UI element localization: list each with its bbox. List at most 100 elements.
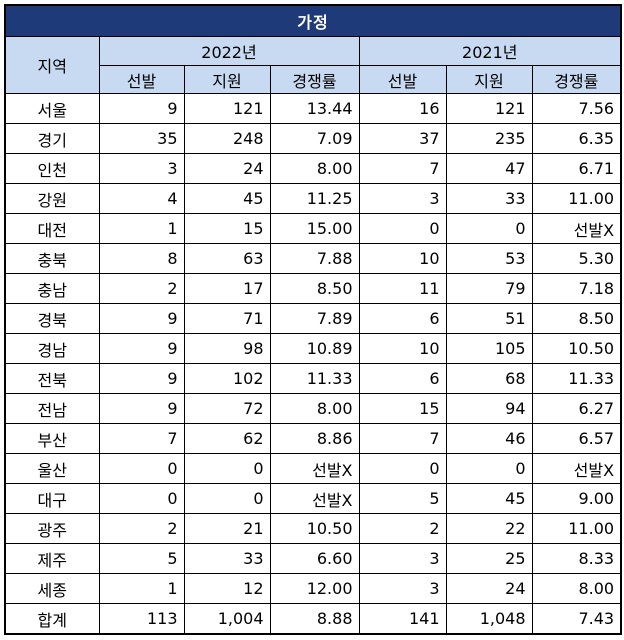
applied-cell-y2021: 0 xyxy=(445,453,533,484)
ratio-cell-y2022: 8.50 xyxy=(269,273,360,304)
selected-cell-y2021: 7 xyxy=(358,423,447,454)
region-cell: 세종 xyxy=(4,573,100,604)
selected-cell-y2021: 10 xyxy=(358,243,447,274)
applied-cell-y2022: 33 xyxy=(183,543,271,574)
table-row: 서울 9 121 13.44 16 121 7.56 xyxy=(4,93,622,124)
selected-cell-y2021: 7 xyxy=(358,153,447,184)
ratio-cell-y2022: 7.88 xyxy=(269,243,360,274)
ratio-header-2022: 경쟁률 xyxy=(269,65,360,94)
ratio-cell-y2022: 8.00 xyxy=(269,153,360,184)
selected-cell-y2022: 0 xyxy=(98,453,185,484)
ratio-cell-y2022: 선발X xyxy=(269,453,360,484)
ratio-cell-y2022: 13.44 xyxy=(269,93,360,124)
ratio-cell-y2021: 10.50 xyxy=(531,333,622,364)
ratio-header-2021: 경쟁률 xyxy=(531,65,622,94)
ratio-cell-y2022: 10.89 xyxy=(269,333,360,364)
ratio-cell-y2021: 9.00 xyxy=(531,483,622,514)
selected-cell-y2022: 5 xyxy=(98,543,185,574)
ratio-cell-y2022: 8.88 xyxy=(269,603,360,635)
table-title: 가정 xyxy=(4,4,622,37)
selected-cell-y2021: 141 xyxy=(358,603,447,635)
ratio-cell-y2021: 5.30 xyxy=(531,243,622,274)
applied-cell-y2021: 22 xyxy=(445,513,533,544)
applied-cell-y2021: 46 xyxy=(445,423,533,454)
region-cell: 경북 xyxy=(4,303,100,334)
table-row: 강원 4 45 11.25 3 33 11.00 xyxy=(4,183,622,214)
applied-cell-y2022: 1,004 xyxy=(183,603,271,635)
selected-cell-y2022: 7 xyxy=(98,423,185,454)
applied-cell-y2022: 62 xyxy=(183,423,271,454)
selected-cell-y2022: 9 xyxy=(98,93,185,124)
ratio-cell-y2021: 선발X xyxy=(531,453,622,484)
ratio-cell-y2021: 7.43 xyxy=(531,603,622,635)
ratio-cell-y2021: 11.00 xyxy=(531,183,622,214)
applied-cell-y2022: 63 xyxy=(183,243,271,274)
table-row: 충북 8 63 7.88 10 53 5.30 xyxy=(4,243,622,274)
applied-cell-y2021: 94 xyxy=(445,393,533,424)
selected-cell-y2021: 3 xyxy=(358,543,447,574)
selected-cell-y2022: 2 xyxy=(98,273,185,304)
region-cell: 대구 xyxy=(4,483,100,514)
applied-cell-y2021: 53 xyxy=(445,243,533,274)
table-row: 경북 9 71 7.89 6 51 8.50 xyxy=(4,303,622,334)
applied-cell-y2022: 121 xyxy=(183,93,271,124)
applied-cell-y2021: 0 xyxy=(445,213,533,244)
applied-header-2021: 지원 xyxy=(445,65,533,94)
selected-cell-y2021: 37 xyxy=(358,123,447,154)
ratio-cell-y2022: 12.00 xyxy=(269,573,360,604)
selected-cell-y2022: 113 xyxy=(98,603,185,635)
selected-cell-y2022: 0 xyxy=(98,483,185,514)
table-row: 제주 5 33 6.60 3 25 8.33 xyxy=(4,543,622,574)
selected-cell-y2021: 6 xyxy=(358,303,447,334)
ratio-cell-y2022: 7.89 xyxy=(269,303,360,334)
applied-header-2022: 지원 xyxy=(183,65,271,94)
selected-cell-y2022: 4 xyxy=(98,183,185,214)
applied-cell-y2022: 71 xyxy=(183,303,271,334)
region-cell: 강원 xyxy=(4,183,100,214)
ratio-cell-y2021: 6.35 xyxy=(531,123,622,154)
applied-cell-y2021: 121 xyxy=(445,93,533,124)
applied-cell-y2022: 15 xyxy=(183,213,271,244)
ratio-cell-y2022: 7.09 xyxy=(269,123,360,154)
selected-cell-y2021: 0 xyxy=(358,213,447,244)
applied-cell-y2022: 72 xyxy=(183,393,271,424)
table-row: 대전 1 15 15.00 0 0 선발X xyxy=(4,213,622,244)
ratio-cell-y2021: 8.33 xyxy=(531,543,622,574)
ratio-cell-y2022: 15.00 xyxy=(269,213,360,244)
selected-cell-y2022: 1 xyxy=(98,573,185,604)
table-row: 전남 9 72 8.00 15 94 6.27 xyxy=(4,393,622,424)
applied-cell-y2021: 33 xyxy=(445,183,533,214)
ratio-cell-y2021: 11.33 xyxy=(531,363,622,394)
ratio-cell-y2022: 8.00 xyxy=(269,393,360,424)
selected-cell-y2022: 9 xyxy=(98,333,185,364)
selected-cell-y2022: 3 xyxy=(98,153,185,184)
region-cell: 경기 xyxy=(4,123,100,154)
ratio-cell-y2022: 11.33 xyxy=(269,363,360,394)
selected-cell-y2021: 6 xyxy=(358,363,447,394)
ratio-cell-y2021: 선발X xyxy=(531,213,622,244)
header-row-columns: 선발 지원 경쟁률 선발 지원 경쟁률 xyxy=(5,65,622,94)
table-row: 광주 2 21 10.50 2 22 11.00 xyxy=(4,513,622,544)
region-cell: 광주 xyxy=(4,513,100,544)
region-cell: 서울 xyxy=(4,93,100,124)
applied-cell-y2021: 235 xyxy=(445,123,533,154)
ratio-cell-y2021: 11.00 xyxy=(531,513,622,544)
selected-cell-y2021: 15 xyxy=(358,393,447,424)
region-cell: 인천 xyxy=(4,153,100,184)
region-cell: 충남 xyxy=(4,273,100,304)
applied-cell-y2022: 102 xyxy=(183,363,271,394)
applied-cell-y2022: 21 xyxy=(183,513,271,544)
selected-cell-y2021: 3 xyxy=(358,573,447,604)
selected-cell-y2021: 5 xyxy=(358,483,447,514)
region-cell: 부산 xyxy=(4,423,100,454)
table-row: 경남 9 98 10.89 10 105 10.50 xyxy=(4,333,622,364)
selected-cell-y2021: 0 xyxy=(358,453,447,484)
applied-cell-y2021: 47 xyxy=(445,153,533,184)
ratio-cell-y2021: 7.56 xyxy=(531,93,622,124)
table-row: 대구 0 0 선발X 5 45 9.00 xyxy=(4,483,622,514)
selected-cell-y2022: 8 xyxy=(98,243,185,274)
ratio-cell-y2021: 8.00 xyxy=(531,573,622,604)
selected-cell-y2021: 11 xyxy=(358,273,447,304)
selected-cell-y2021: 10 xyxy=(358,333,447,364)
table-container: 가정 지역 2022년 2021년 선발 지원 경쟁률 선발 지원 경쟁률 서울… xyxy=(4,4,623,635)
